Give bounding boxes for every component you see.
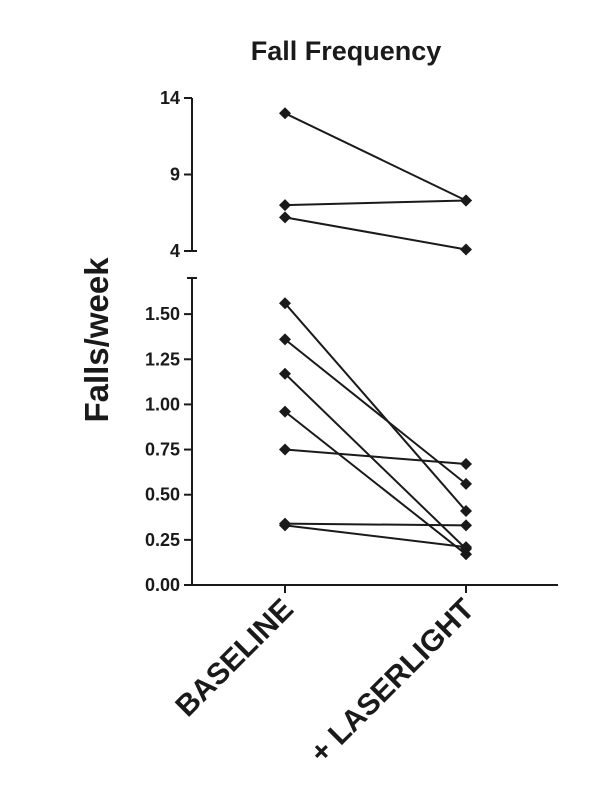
series-line (284, 522, 467, 527)
y-tick-label: 4 (170, 241, 180, 261)
data-point (460, 519, 472, 532)
data-point (279, 199, 291, 212)
data-point (460, 194, 472, 207)
y-tick-label: 1.25 (145, 349, 180, 369)
data-point (460, 541, 472, 554)
series-lines (284, 112, 467, 556)
data-point (460, 477, 472, 490)
y-tick-label: 9 (170, 165, 180, 185)
series-line (284, 112, 467, 202)
y-tick-label: 0.00 (145, 575, 180, 595)
data-point (279, 367, 291, 380)
y-tick-label: 0.25 (145, 530, 180, 550)
series-line (284, 524, 467, 549)
chart-title: Fall Frequency (251, 36, 442, 66)
series-line (284, 302, 467, 512)
y-tick-label: 1.50 (145, 304, 180, 324)
x-tick-labels: BASELINE + LASERLIGHT (169, 593, 481, 770)
data-point (279, 107, 291, 120)
data-point (460, 504, 472, 517)
data-point (279, 333, 291, 346)
series-line (284, 448, 467, 466)
y-tick-label: 0.50 (145, 485, 180, 505)
y-axis-label: Falls/week (78, 257, 115, 423)
series-line (284, 410, 467, 556)
series-line (284, 216, 467, 251)
x-tick-label: BASELINE (169, 593, 300, 724)
data-point (279, 405, 291, 418)
y-tick-label: 1.00 (145, 394, 180, 414)
data-points (279, 107, 472, 561)
y-tick-label: 14 (160, 88, 180, 108)
series-line (284, 199, 467, 207)
data-point (279, 443, 291, 456)
y-tick-label: 0.75 (145, 440, 180, 460)
axes (187, 98, 558, 593)
data-point (460, 548, 472, 561)
data-point (279, 297, 291, 310)
data-point (279, 211, 291, 224)
y-ticks: 14 9 4 1.50 1.25 1.00 0.75 0.50 0.25 0.00 (145, 88, 192, 595)
x-tick-label: + LASERLIGHT (304, 593, 481, 770)
data-point (460, 243, 472, 256)
data-point (279, 519, 291, 532)
series-line (284, 338, 467, 485)
series-line (284, 372, 467, 550)
data-point (460, 458, 472, 471)
